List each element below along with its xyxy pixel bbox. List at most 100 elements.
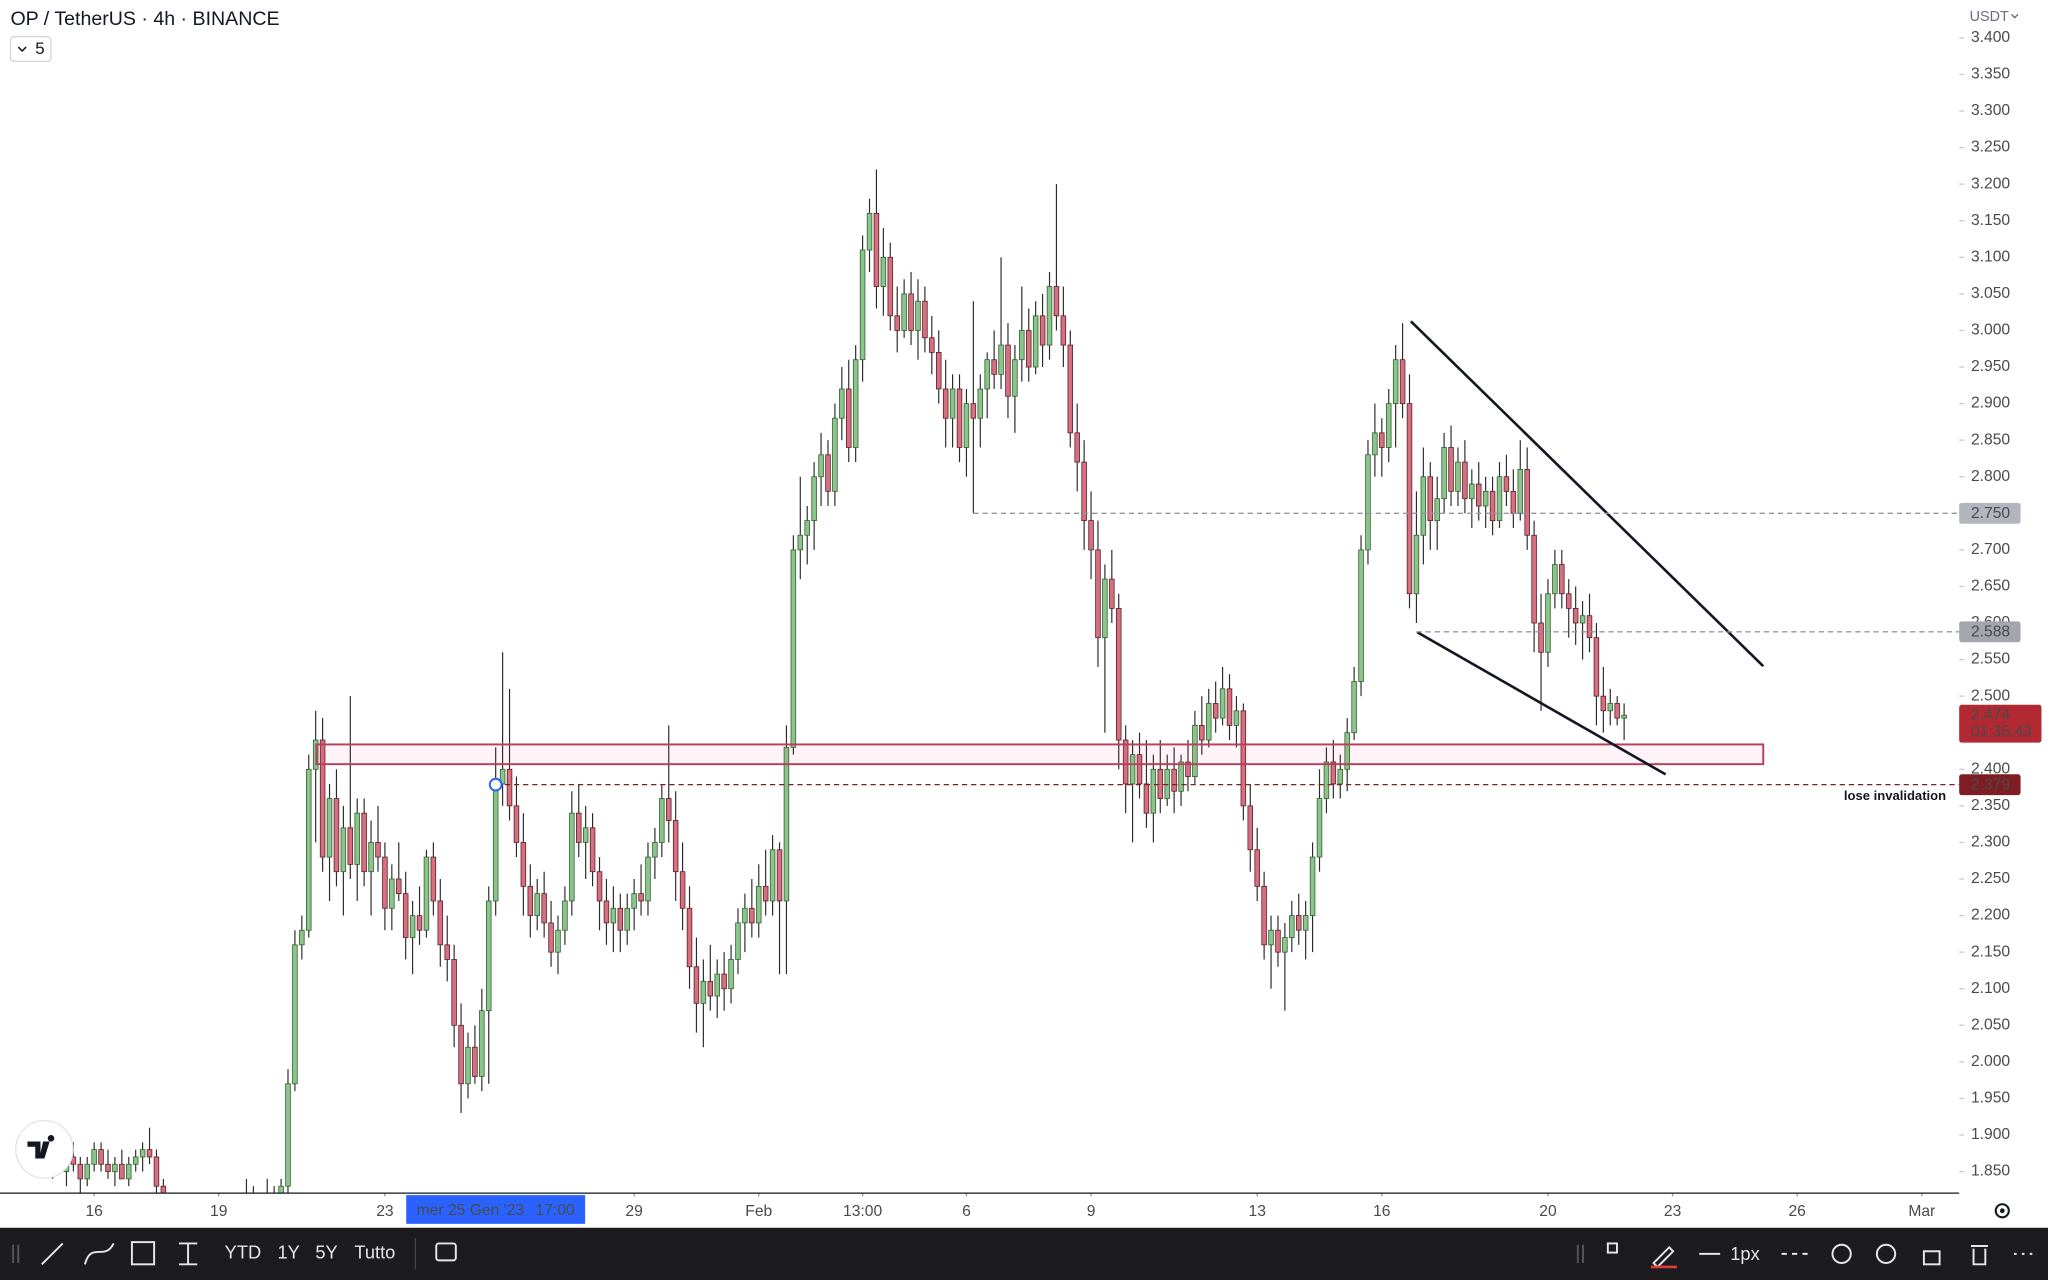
candle-body [1337,768,1344,785]
candle-body [534,893,540,916]
compare-tool[interactable] [435,1242,457,1262]
candle-body [1413,534,1420,595]
candle-body [285,1083,291,1187]
grip [12,1244,20,1264]
candle-body [402,893,409,938]
range-button[interactable]: 1Y [277,1242,299,1263]
crosshair-box [406,1195,586,1224]
y-tick-label: 2.850 [1971,431,2010,448]
candle-body [1607,703,1614,712]
candle-body [430,856,437,902]
chart-title: OP / TetherUS · 4h · BINANCE [10,8,279,30]
range-button[interactable]: 5Y [315,1242,337,1263]
x-tick-label: 6 [962,1203,971,1220]
candle-body [77,1163,84,1180]
y-tick-label: 3.050 [1971,285,2010,302]
y-tick-label: 1.900 [1971,1126,2010,1143]
candle-body [645,856,651,902]
candle-body [1517,469,1524,514]
gear-center [1999,1208,2005,1214]
x-tick-label: 13:00 [843,1203,882,1220]
candle-body [1621,714,1627,719]
candle-body [617,907,624,931]
candle-body [1344,732,1350,770]
candle-body [1136,754,1143,785]
candle-body [1469,483,1475,500]
y-tick-label: 2.950 [1971,358,2010,375]
candle-body [852,359,859,448]
shape-tool[interactable] [130,1241,156,1266]
candle-body [1600,695,1607,712]
y-tick-label: 3.000 [1971,322,2010,339]
y-tick-label: 3.300 [1971,102,2010,119]
x-tick-label: 16 [1373,1203,1391,1220]
candle-body [1268,929,1274,946]
candle-body [1261,885,1267,946]
x-tick-label: 19 [210,1203,227,1220]
candle-body [396,878,402,895]
level-anchor [488,777,503,792]
candle-body [756,885,762,924]
candle-body [846,388,852,448]
candle-body [1199,725,1205,741]
lock-tool[interactable] [1922,1250,1941,1266]
candle-body [936,352,942,390]
y-tick-label: 3.250 [1971,139,2010,156]
candle-body [1046,286,1053,346]
tv-logo[interactable] [15,1120,74,1179]
candle-body [894,315,900,331]
candle-body [278,1185,284,1193]
candle-body [1399,359,1406,404]
candle-body [423,856,430,931]
candle-body [1081,461,1087,522]
candle-body [1088,520,1094,551]
candle-body [98,1149,104,1165]
candle-body [437,900,444,946]
candle-body [977,388,984,419]
settings-icon[interactable] [1994,1203,2010,1219]
y-tick-label: 2.350 [1971,797,2010,814]
indicator-box[interactable] [9,35,52,63]
candle-body [1579,615,1586,624]
candle-body [1365,454,1371,551]
countdown: 01:35:43 [1971,723,2032,740]
x-tick-label: 29 [625,1203,642,1220]
layout-tool[interactable] [1606,1242,1618,1254]
candle-body [610,907,617,924]
candle-body [631,893,637,909]
range-button[interactable]: Tutto [354,1242,395,1263]
range-button[interactable]: YTD [225,1242,262,1263]
candle-body [1185,761,1191,778]
line-width[interactable]: 1px [1730,1243,1759,1264]
candle-body [368,842,374,873]
indicator-toggle[interactable]: 5 [9,35,52,63]
grip-right [1576,1244,1584,1264]
candle-body [679,871,686,909]
candle-body [160,1185,167,1193]
candle-body [804,520,810,536]
candle-body [1427,476,1434,522]
candle-body [444,944,450,960]
candle-body [1282,937,1288,953]
currency-label[interactable]: USDT [1970,9,2009,25]
level-note: lose invalidation [1844,788,1946,803]
candle-body [1358,549,1364,682]
candle-body [465,1046,471,1085]
candle-body [416,915,423,931]
y-tick-label: 3.400 [1971,29,2010,46]
candle-body [1164,768,1170,799]
level-price-label: 2.379 [1971,776,2010,793]
settings-tool[interactable] [1831,1243,1852,1264]
y-tick-label: 3.200 [1971,175,2010,192]
curve-tool[interactable] [83,1242,115,1265]
candle-body [389,878,395,909]
crosshair-date: mer 25 Gen '23 [417,1202,525,1219]
alert-tool[interactable] [1875,1243,1897,1264]
text-tool[interactable] [178,1242,198,1266]
candle-body [451,959,457,1026]
candle-body [1316,798,1323,858]
candle-body [1531,534,1537,624]
delete-tool[interactable] [1970,1245,1988,1266]
trend-tool[interactable] [41,1242,64,1266]
